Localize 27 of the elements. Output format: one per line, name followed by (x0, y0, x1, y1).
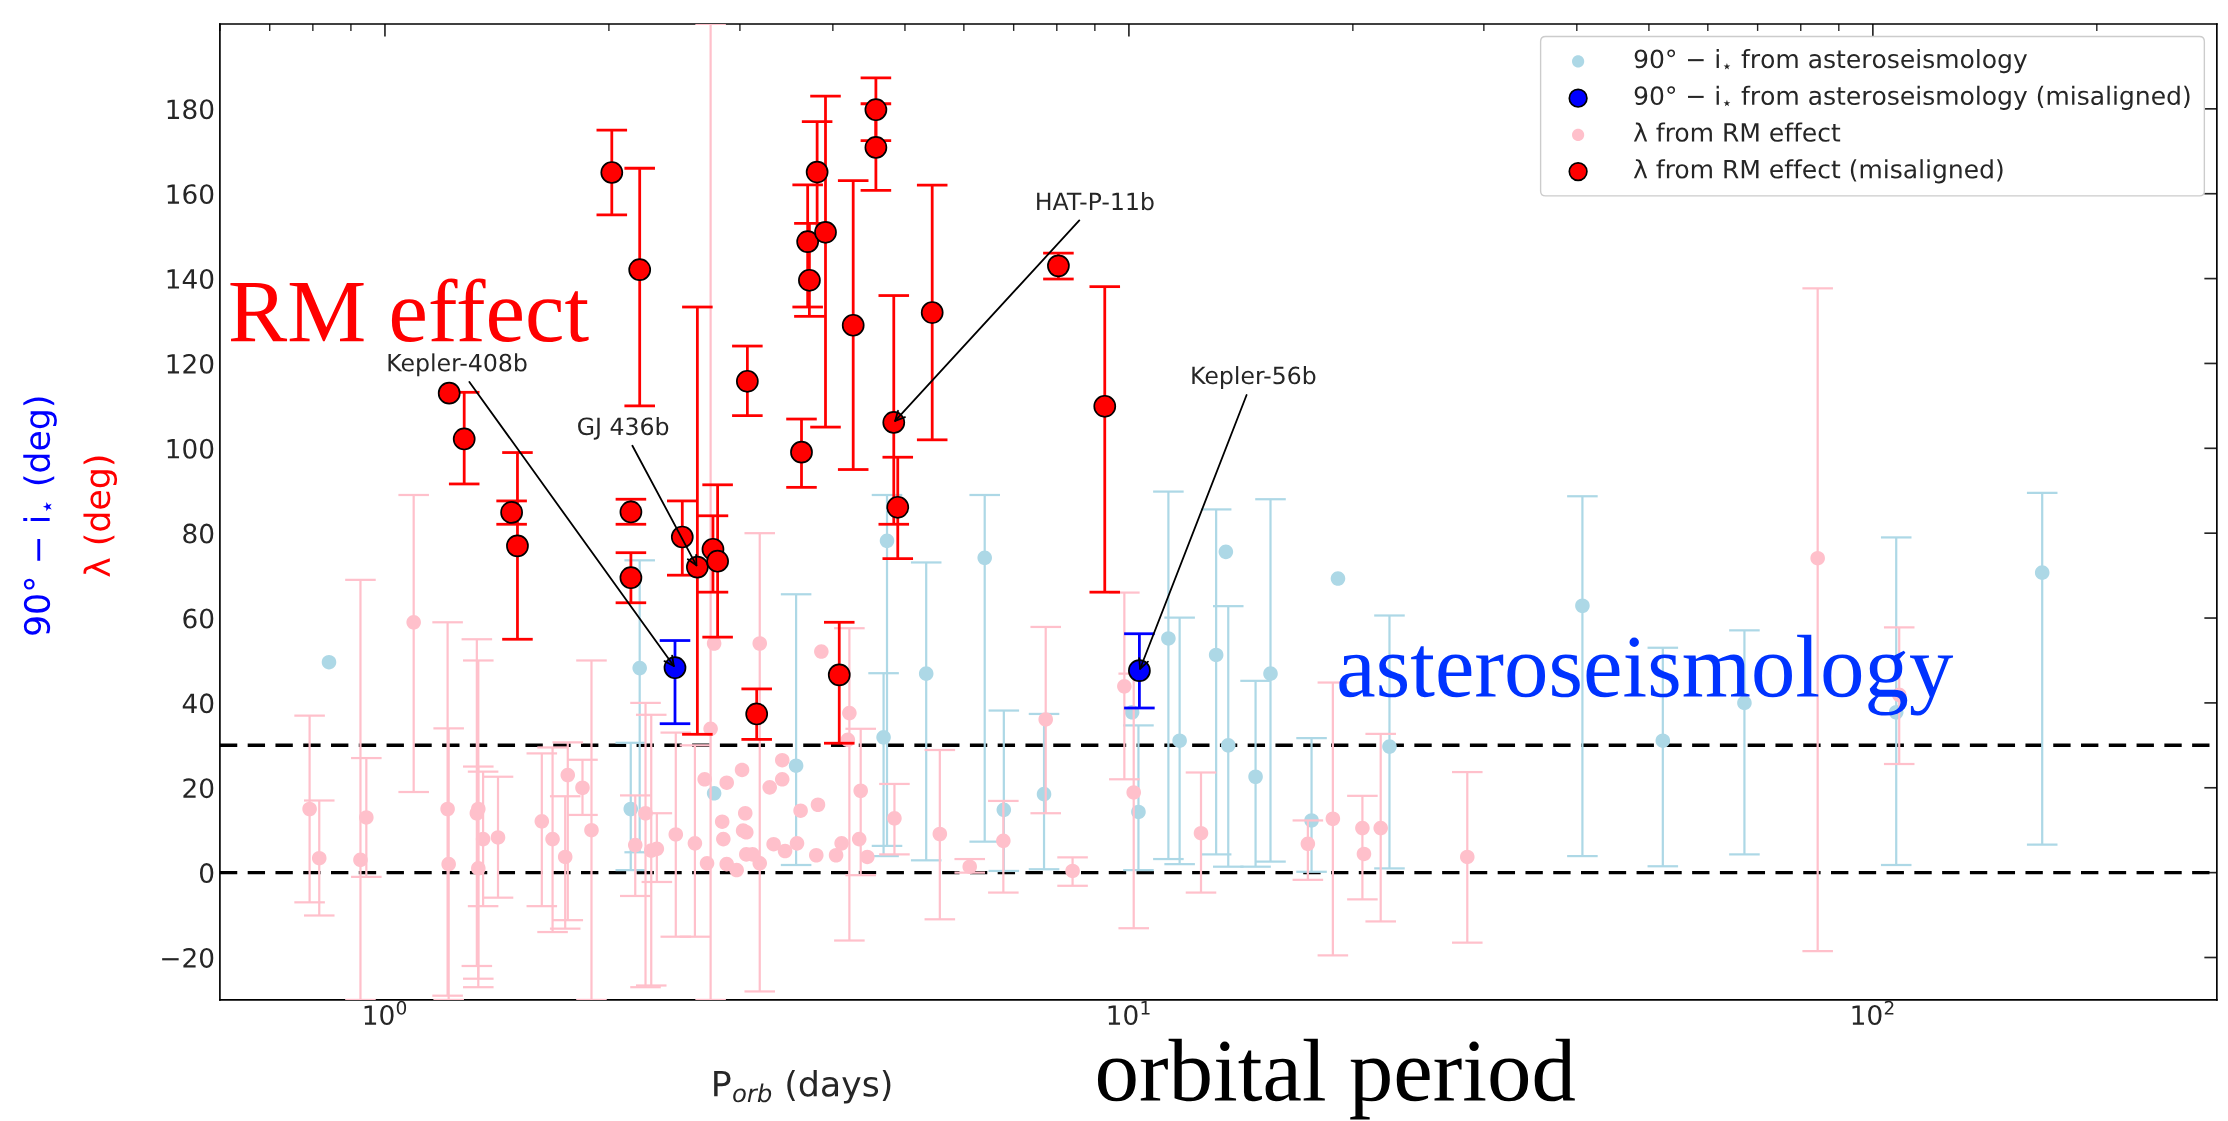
y-tick-label: 120 (167, 353, 214, 374)
y-tick-label: 20 (183, 778, 214, 799)
legend-label: 90° − i$_{⋆}$ from asteroseismology (misaligned) (1634, 85, 2190, 110)
annotation: HAT-P-11b (1037, 192, 1154, 211)
y-tick-label: 80 (183, 523, 214, 544)
x-tick-label: 10$^{1}$ (1108, 1001, 1150, 1026)
annotation: RM effect (230, 278, 589, 343)
y-tick-label: 0 (199, 863, 214, 884)
annotation: Kepler-56b (1192, 366, 1316, 389)
y-tick-label: 180 (167, 99, 214, 120)
text: orbital period (1097, 1038, 1575, 1120)
y-tick-label: 140 (167, 269, 214, 289)
y-tick-label: 160 (167, 184, 214, 205)
x-axis-title: P$_{orb}$ (days) (714, 1069, 891, 1104)
annotation: Kepler-408b (388, 353, 527, 377)
legend-label: λ from RM effect (1633, 122, 1841, 142)
y-axis-title: 90° − i$_{⋆}$ (deg) λ (deg) (23, 397, 118, 635)
y-tick-label: 40 (182, 693, 214, 714)
legend-label: 90° − i$_{⋆}$ from asteroseismology (1634, 48, 2027, 74)
y-tick-label: −20 (162, 947, 214, 968)
x-tick-label: 10$^{0}$ (364, 1000, 407, 1026)
y-tick-label: 60 (183, 608, 214, 629)
legend-label: λ from RM effect (misaligned) (1633, 159, 2003, 184)
x-tick-label: 10$^{2}$ (1852, 1000, 1894, 1026)
annotation: GJ 436b (578, 416, 669, 440)
annotation: asteroseismology (1339, 634, 1954, 716)
y-tick-label: 100 (167, 438, 214, 459)
